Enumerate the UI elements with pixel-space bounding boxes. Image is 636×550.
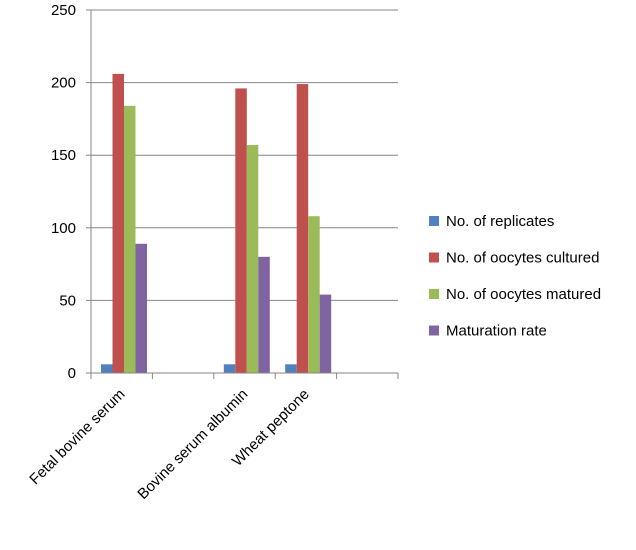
bar <box>296 84 309 373</box>
x-axis-ticks: Fetal bovine serum Bovine serum albuminWh… <box>26 386 312 503</box>
y-tick-label: 100 <box>51 220 76 237</box>
bar <box>235 88 247 374</box>
bar <box>246 145 259 373</box>
y-tick-label: 200 <box>51 75 76 92</box>
legend-swatch <box>429 289 439 299</box>
x-tick-label: Bovine serum albumin <box>134 386 251 503</box>
legend-label: No. of replicates <box>446 213 554 230</box>
legend: No. of replicates No. of oocytes cultured… <box>429 213 601 340</box>
y-tick-label: 250 <box>51 2 76 19</box>
y-tick-label: 50 <box>59 292 76 309</box>
legend-label: Maturation rate <box>446 323 547 340</box>
y-tick-label: 150 <box>51 147 76 164</box>
bar <box>124 105 136 373</box>
bar <box>285 364 297 373</box>
bar <box>101 364 113 373</box>
bars <box>101 73 332 374</box>
bar <box>319 294 332 373</box>
bar <box>258 256 270 373</box>
legend-swatch <box>429 325 439 336</box>
y-axis-ticks: 0 50 100 150 200 250 <box>51 2 91 382</box>
legend-label: No. of oocytes matured <box>446 286 601 303</box>
legend-swatch <box>429 252 439 263</box>
bar <box>135 243 147 373</box>
bar <box>112 73 124 373</box>
y-tick-label: 0 <box>68 365 76 382</box>
bar <box>308 216 320 373</box>
axes <box>90 10 399 379</box>
legend-swatch <box>429 216 439 226</box>
legend-label: No. of oocytes cultured <box>446 250 599 267</box>
x-tick-label: Fetal bovine serum <box>26 386 128 488</box>
bar <box>223 364 236 373</box>
